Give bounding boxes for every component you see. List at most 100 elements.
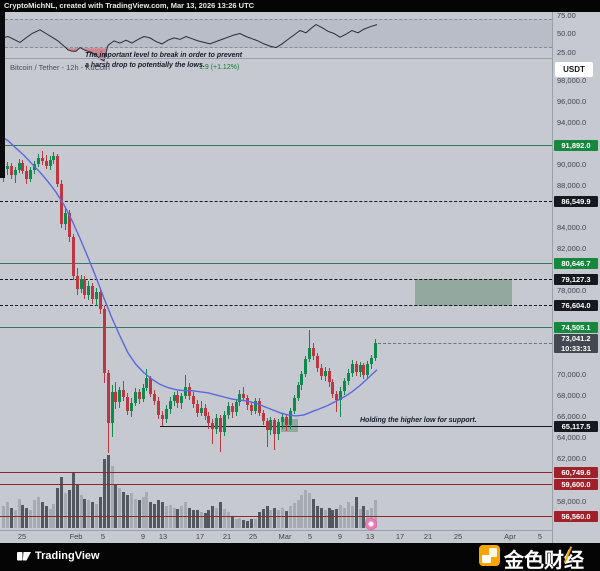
price-tick-label: 98,000.0: [557, 76, 587, 86]
candle: [165, 405, 168, 424]
price-tick-label: 90,000.0: [557, 160, 587, 170]
candle: [242, 386, 245, 402]
candle: [262, 409, 265, 426]
time-tick-label: Feb: [69, 532, 83, 541]
candle: [52, 152, 55, 164]
tradingview-wordmark[interactable]: TradingView: [35, 550, 100, 562]
currency-toggle-button[interactable]: USDT: [555, 62, 593, 77]
price-tick-label: 62,000.0: [557, 454, 587, 464]
price-level-label: 65,117.5: [554, 420, 598, 432]
time-tick-label: 21: [222, 532, 232, 541]
candle: [37, 154, 40, 167]
volume-bar: [18, 498, 21, 528]
candle: [289, 407, 292, 429]
price-tick-label: 82,000.0: [557, 244, 587, 254]
candle: [41, 151, 44, 165]
volume-bar: [72, 473, 75, 528]
volume-bar: [262, 509, 265, 528]
current-price-value: 73,041.2: [561, 334, 591, 343]
candle: [219, 414, 222, 452]
price-level-line[interactable]: [0, 515, 552, 517]
candle: [223, 410, 226, 436]
candle: [312, 343, 315, 361]
time-tick-label: 9: [140, 532, 146, 541]
volume-bar: [184, 501, 187, 528]
price-level-line[interactable]: [0, 483, 552, 485]
pink-sticker-icon[interactable]: [365, 518, 377, 530]
volume-bar: [258, 511, 261, 528]
time-axis[interactable]: [0, 530, 552, 543]
candle: [293, 394, 296, 414]
volume-bar: [114, 484, 117, 528]
rsi-tick-label: 75.00: [557, 10, 576, 20]
candle: [180, 392, 183, 409]
price-level-line[interactable]: [160, 425, 552, 427]
volume-bar: [235, 519, 238, 528]
tradingview-logo-icon[interactable]: [17, 549, 31, 563]
volume-bar: [180, 506, 183, 528]
candle: [83, 276, 86, 300]
candle: [211, 419, 214, 445]
candle: [60, 179, 63, 228]
candle: [134, 387, 137, 407]
price-tick-label: 88,000.0: [557, 181, 587, 191]
price-level-line[interactable]: [0, 471, 552, 473]
volume-bar: [331, 510, 334, 528]
volume-bar: [2, 506, 5, 528]
volume-bar: [76, 484, 79, 528]
rsi-guide-band: [0, 19, 552, 48]
volume-bar: [211, 506, 214, 528]
volume-bar: [266, 506, 269, 528]
volume-bar: [300, 495, 303, 528]
volume-bar: [362, 506, 365, 528]
candle: [145, 368, 148, 391]
annotation-line1: The important level to break in order to…: [85, 52, 243, 59]
price-tick-label: 96,000.0: [557, 97, 587, 107]
candle: [10, 162, 13, 179]
candle: [351, 360, 354, 378]
price-level-label: 59,600.0: [554, 478, 598, 490]
annotation-important-level[interactable]: The important level to break in order to…: [85, 51, 242, 70]
price-level-line[interactable]: [0, 262, 552, 264]
jinse-finance-wordmark[interactable]: 金色财经: [504, 550, 584, 571]
jinse-finance-logo-icon[interactable]: [479, 545, 500, 566]
candle: [45, 155, 48, 170]
price-level-line[interactable]: [0, 305, 552, 307]
candle: [215, 413, 218, 434]
candle: [157, 397, 160, 420]
time-tick-label: 25: [453, 532, 463, 541]
price-level-line[interactable]: [0, 144, 552, 146]
price-level-label: 76,604.0: [554, 300, 598, 312]
time-tick-label: 5: [100, 532, 106, 541]
volume-bar: [359, 509, 362, 528]
price-level-line[interactable]: [0, 200, 552, 202]
volume-bar: [87, 500, 90, 528]
candle: [169, 397, 172, 414]
price-level-label: 86,549.9: [554, 195, 598, 207]
volume-bar: [192, 509, 195, 528]
price-level-line[interactable]: [0, 327, 552, 329]
candle: [138, 388, 141, 405]
volume-bar: [204, 513, 207, 528]
candle: [339, 386, 342, 417]
volume-bar: [277, 509, 280, 528]
price-level-label: 56,560.0: [554, 510, 598, 522]
symbol-legend[interactable]: Bitcoin / Tether - 12h - KuCoin: [10, 63, 110, 72]
volume-bar: [56, 487, 59, 528]
candle: [273, 418, 276, 450]
time-tick-label: Apr: [504, 532, 516, 541]
annotation-support[interactable]: Holding the higher low for support.: [360, 417, 477, 424]
volume-bar: [83, 498, 86, 528]
highlight-zone[interactable]: [415, 279, 512, 306]
price-tick-label: 84,000.0: [557, 223, 587, 233]
volume-bar: [196, 510, 199, 528]
candle: [21, 159, 24, 175]
volume-bar: [161, 502, 164, 528]
candle: [184, 374, 187, 400]
candle: [231, 403, 234, 419]
candle: [300, 370, 303, 390]
candle: [254, 398, 257, 414]
volume-bar: [145, 491, 148, 528]
time-tick-label: 13: [158, 532, 168, 541]
price-tick-label: 94,000.0: [557, 118, 587, 128]
